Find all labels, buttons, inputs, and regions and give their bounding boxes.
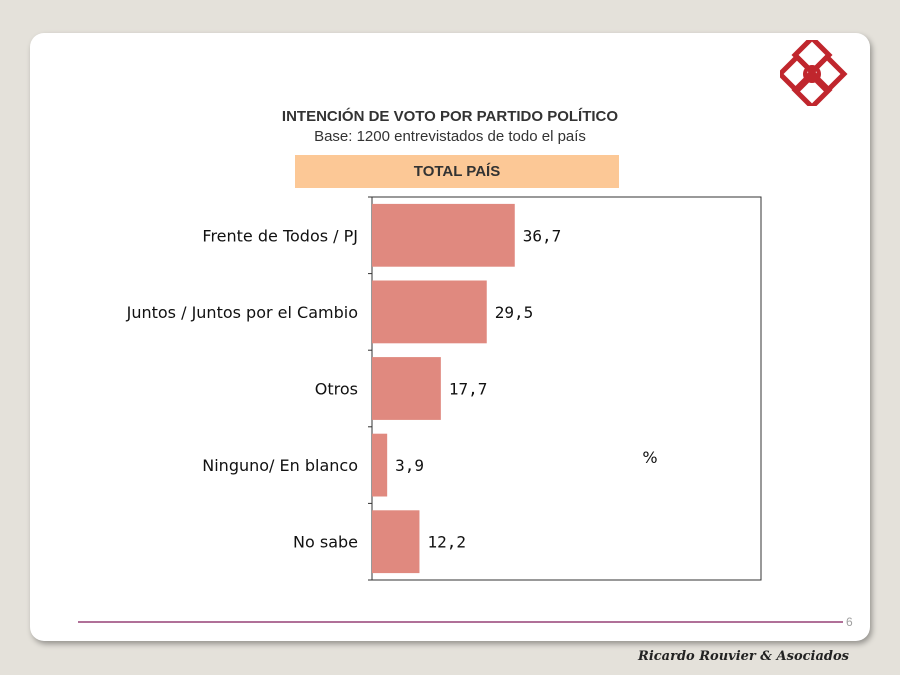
bar [372,433,388,497]
page-number: 6 [846,615,853,629]
chart-title: INTENCIÓN DE VOTO POR PARTIDO POLÍTICO [281,108,619,125]
total-pais-banner: TOTAL PAÍS [295,155,619,188]
value-label: 29,5 [495,303,534,322]
category-label: Frente de Todos / PJ [202,226,358,245]
category-label: Juntos / Juntos por el Cambio [126,303,358,322]
value-label: 17,7 [449,380,488,399]
category-label: Ninguno/ En blanco [202,456,358,475]
chart-subtitle: Base: 1200 entrevistados de todo el país [314,128,586,145]
unit-label: % [642,448,657,467]
company-logo [780,40,848,106]
bar [372,510,420,574]
bar [372,357,441,420]
category-label: No sabe [293,533,358,552]
value-label: 36,7 [523,226,562,245]
bar [372,203,515,267]
value-label: 3,9 [395,456,424,475]
footer-brand: Ricardo Rouvier & Asociados [638,649,849,664]
category-label: Otros [315,380,358,399]
bar [372,280,487,344]
value-label: 12,2 [427,533,466,552]
footer-divider [78,621,843,623]
